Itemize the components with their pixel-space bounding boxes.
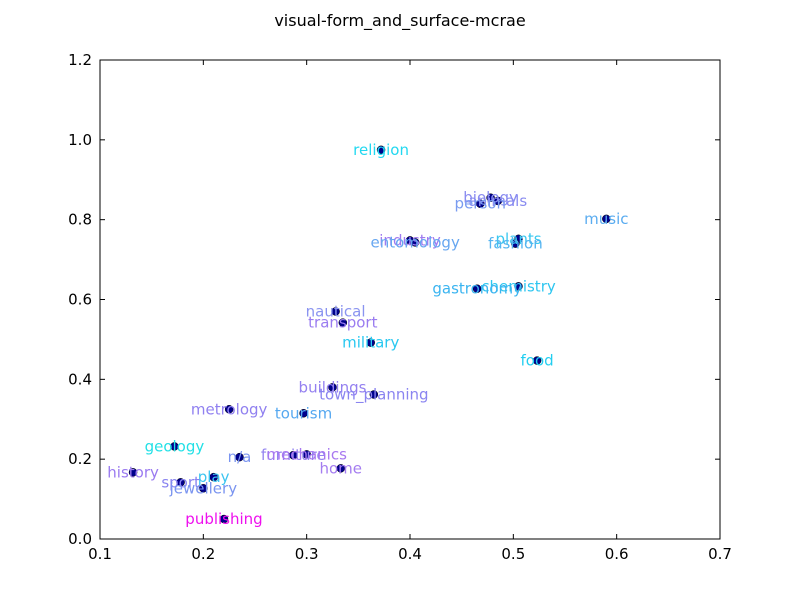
data-label: play xyxy=(198,468,230,486)
data-point xyxy=(209,472,218,482)
data-point xyxy=(224,405,234,414)
data-label: history xyxy=(107,463,159,481)
data-label: geology xyxy=(145,437,205,455)
y-tick-label: 0.4 xyxy=(68,370,92,388)
data-label: biology xyxy=(463,189,518,207)
y-tick-label: 0.8 xyxy=(68,211,92,229)
data-label: fashion xyxy=(488,235,543,253)
data-label: mechanics xyxy=(266,445,347,463)
x-tick-label: 0.5 xyxy=(501,545,525,563)
data-label: music xyxy=(584,210,628,228)
data-point xyxy=(299,409,308,418)
data-label: jewellery xyxy=(169,479,238,497)
axis-ticks: 0.1 0.2 0.3 0.4 0.5 0.6 0.7 0.0 0.2 0.4 0.6 0.8 1.0 1… xyxy=(68,51,732,563)
data-point xyxy=(369,390,379,399)
data-label: chemistry xyxy=(481,277,556,295)
x-tick-label: 0.4 xyxy=(398,545,422,563)
data-label: tourism xyxy=(275,404,332,422)
data-label: furniture xyxy=(261,446,326,464)
data-point xyxy=(328,383,337,392)
data-point xyxy=(170,442,179,451)
data-point xyxy=(532,356,542,365)
data-point xyxy=(219,514,229,524)
data-label: animals xyxy=(469,192,528,210)
data-point xyxy=(472,284,482,293)
x-tick-label: 0.3 xyxy=(295,545,319,563)
data-label: sport xyxy=(161,473,200,491)
data-point xyxy=(493,196,503,206)
data-point xyxy=(199,484,208,493)
data-label: home xyxy=(320,459,363,477)
data-point xyxy=(486,193,495,202)
data-point xyxy=(410,238,420,247)
data-point xyxy=(366,338,375,347)
data-label: town_planning xyxy=(319,386,428,405)
x-tick-label: 0.6 xyxy=(605,545,629,563)
data-point xyxy=(514,282,523,291)
data-label: n/a xyxy=(228,448,252,466)
plot-area xyxy=(99,59,721,540)
data-point xyxy=(331,307,340,316)
data-label: publishing xyxy=(185,510,262,528)
y-tick-label: 1.2 xyxy=(68,51,92,69)
data-label: plants xyxy=(495,230,541,248)
data-point xyxy=(476,199,485,208)
x-tick-label: 0.1 xyxy=(88,545,112,563)
data-point xyxy=(128,468,138,477)
data-label: gastronomy xyxy=(432,280,522,298)
data-point xyxy=(235,452,244,462)
data-points xyxy=(128,145,611,524)
x-tick-label: 0.2 xyxy=(191,545,215,563)
chart-title: visual-form_and_surface-mcrae xyxy=(274,11,525,31)
data-label: military xyxy=(342,334,399,352)
data-point xyxy=(602,214,611,224)
x-tick-label: 0.7 xyxy=(708,545,732,563)
data-label: metrology xyxy=(191,400,268,418)
y-tick-label: 0.2 xyxy=(68,450,92,468)
data-label: religion xyxy=(353,141,409,159)
y-tick-label: 0.0 xyxy=(68,530,92,548)
data-point xyxy=(376,145,386,155)
data-label: nautical xyxy=(306,302,366,320)
data-label: entomology xyxy=(371,233,460,251)
y-tick-label: 1.0 xyxy=(68,131,92,149)
data-label: person xyxy=(455,195,506,213)
data-label: industry xyxy=(379,231,441,249)
data-label: buildings xyxy=(299,378,367,396)
data-label: transport xyxy=(308,314,377,332)
data-point xyxy=(176,478,185,487)
data-point xyxy=(288,450,298,460)
data-point xyxy=(302,450,311,459)
data-point xyxy=(338,318,348,327)
y-tick-label: 0.6 xyxy=(68,291,92,309)
data-point xyxy=(511,239,520,248)
data-point xyxy=(336,464,346,473)
data-label: food xyxy=(521,352,554,370)
